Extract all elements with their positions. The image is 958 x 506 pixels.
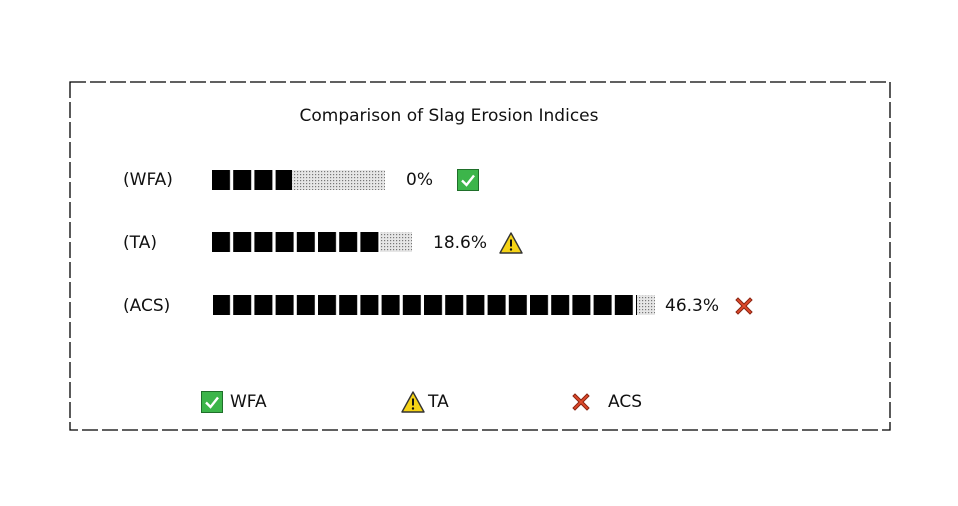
bar-remainder [637,295,655,315]
row-label: (ACS) [123,296,170,316]
legend-icon [201,391,223,413]
bar-remainder [380,232,412,252]
legend-icon [572,393,590,411]
row-value: 18.6% [433,233,487,253]
status-icon [457,169,479,191]
frame [69,81,891,431]
title: Comparison of Slag Erosion Indices [300,106,599,126]
legend-icon [401,391,425,413]
legend-label: ACS [608,392,642,412]
status-icon [499,232,523,254]
legend-label: WFA [230,392,267,412]
row-value: 46.3% [665,296,719,316]
bar-blocks [210,170,294,190]
legend-label: TA [427,392,449,412]
row-value: 0% [406,170,433,190]
row-label: (TA) [123,233,157,253]
bar-blocks [212,232,382,252]
bar-blocks [213,295,637,315]
bar-remainder [292,170,385,190]
status-icon [735,297,753,315]
row-label: (WFA) [123,170,173,190]
